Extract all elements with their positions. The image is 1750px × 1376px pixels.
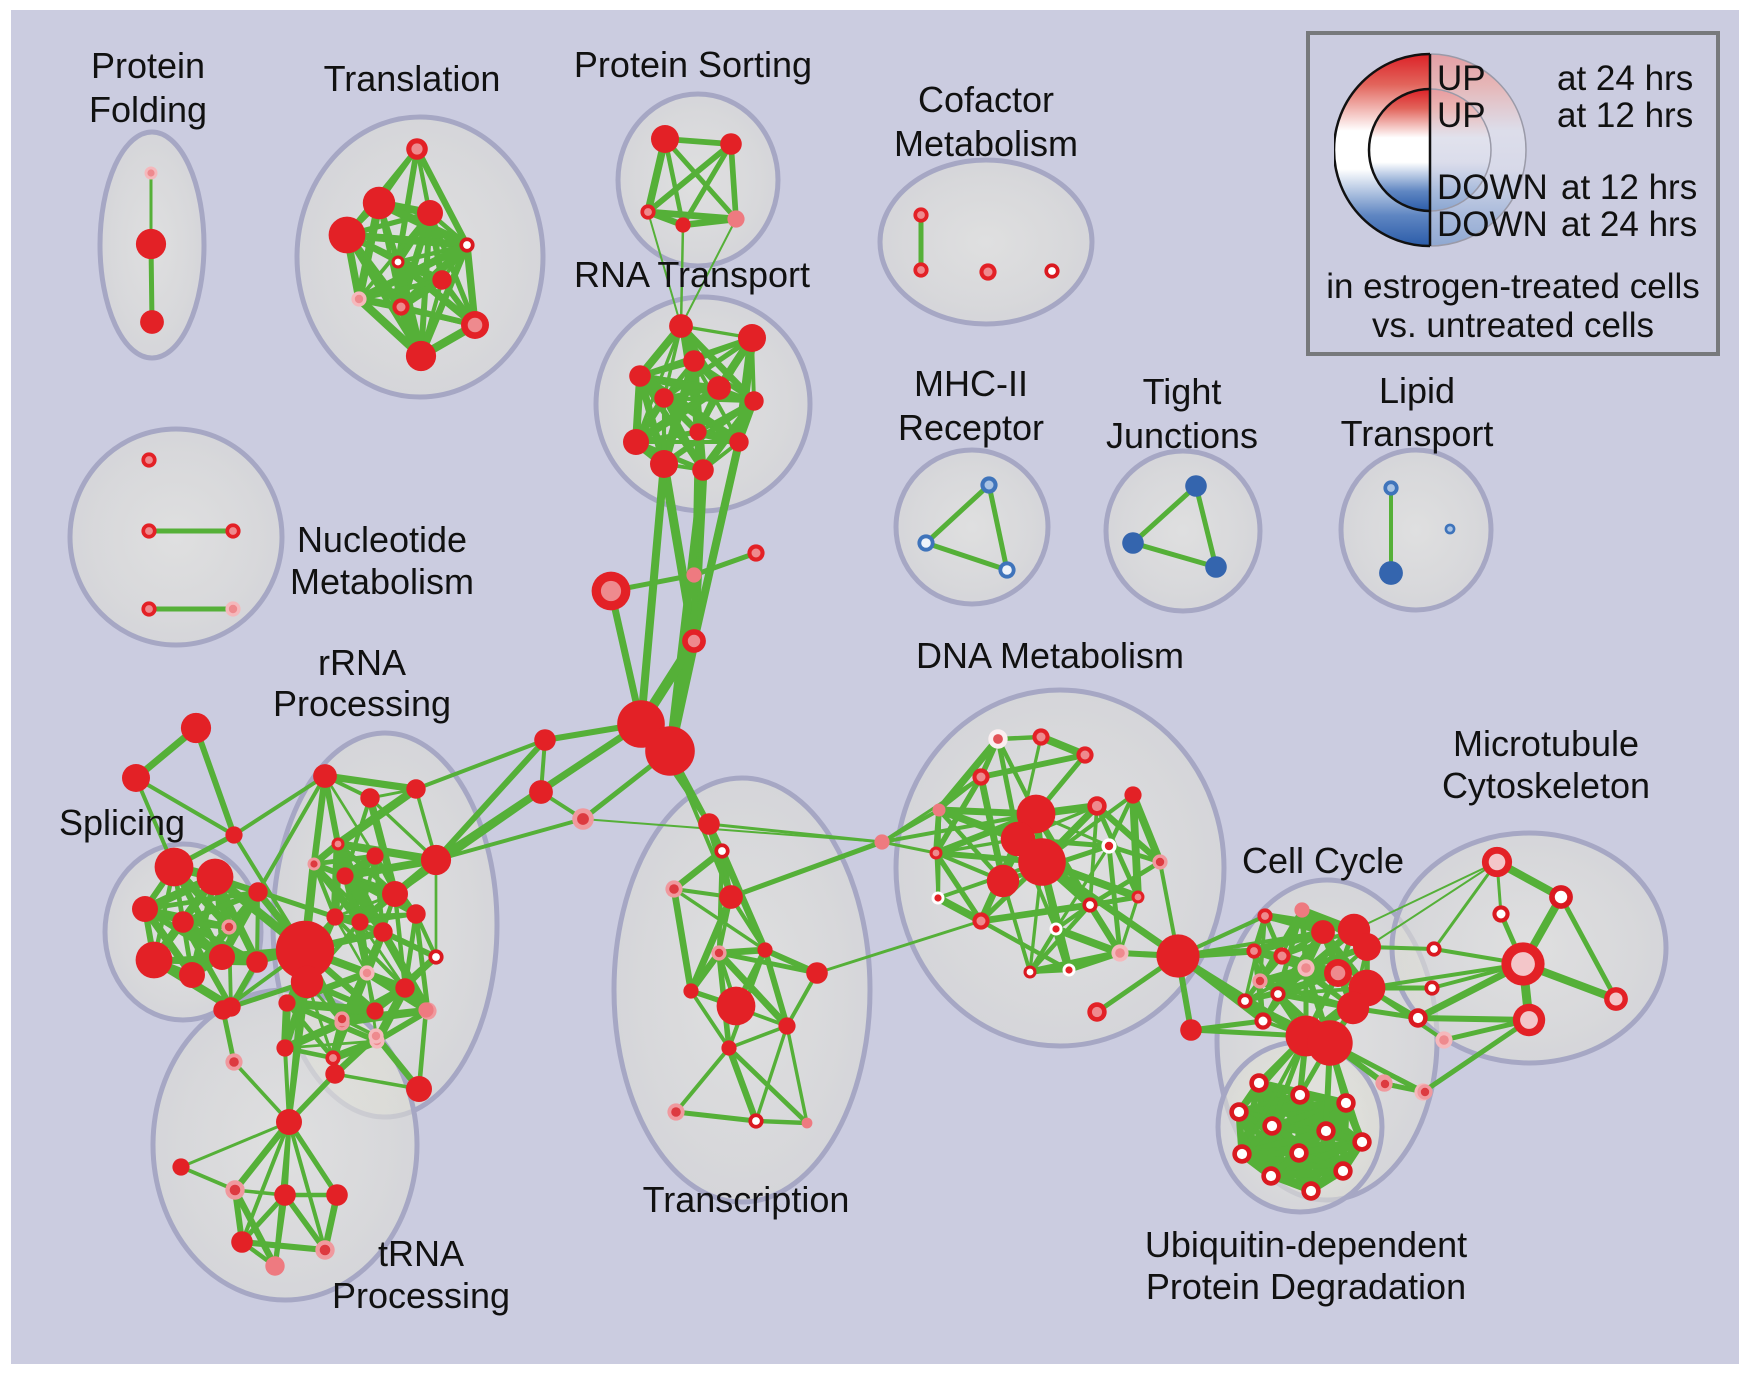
svg-text:Folding: Folding bbox=[89, 89, 207, 130]
svg-text:Cytoskeleton: Cytoskeleton bbox=[1442, 765, 1650, 806]
svg-text:at 12 hrs: at 12 hrs bbox=[1561, 168, 1697, 207]
svg-text:at 24 hrs: at 24 hrs bbox=[1561, 205, 1697, 244]
svg-text:Metabolism: Metabolism bbox=[894, 123, 1078, 164]
svg-text:Protein Degradation: Protein Degradation bbox=[1146, 1266, 1466, 1307]
svg-text:Tight: Tight bbox=[1143, 371, 1222, 412]
svg-text:Lipid: Lipid bbox=[1379, 370, 1455, 411]
svg-text:DOWN: DOWN bbox=[1437, 205, 1548, 244]
svg-text:at 24 hrs: at 24 hrs bbox=[1557, 59, 1693, 98]
svg-text:at 12 hrs: at 12 hrs bbox=[1557, 96, 1693, 135]
svg-text:vs. untreated cells: vs. untreated cells bbox=[1372, 306, 1654, 345]
svg-text:UP: UP bbox=[1437, 96, 1486, 135]
svg-text:RNA Transport: RNA Transport bbox=[574, 254, 810, 295]
svg-text:Transport: Transport bbox=[1341, 413, 1494, 454]
svg-text:Protein: Protein bbox=[91, 45, 205, 86]
svg-text:Protein Sorting: Protein Sorting bbox=[574, 44, 812, 85]
svg-text:Processing: Processing bbox=[332, 1275, 510, 1316]
svg-text:Receptor: Receptor bbox=[898, 407, 1044, 448]
svg-text:DOWN: DOWN bbox=[1437, 168, 1548, 207]
svg-text:Splicing: Splicing bbox=[59, 802, 185, 843]
svg-text:Junctions: Junctions bbox=[1106, 415, 1258, 456]
svg-text:MHC-II: MHC-II bbox=[914, 363, 1028, 404]
svg-text:Cell Cycle: Cell Cycle bbox=[1242, 840, 1404, 881]
svg-text:UP: UP bbox=[1437, 59, 1486, 98]
svg-text:rRNA: rRNA bbox=[318, 642, 406, 683]
svg-text:tRNA: tRNA bbox=[378, 1233, 464, 1274]
svg-text:Ubiquitin-dependent: Ubiquitin-dependent bbox=[1145, 1224, 1467, 1265]
svg-text:Nucleotide: Nucleotide bbox=[297, 519, 467, 560]
svg-text:DNA Metabolism: DNA Metabolism bbox=[916, 635, 1184, 676]
svg-text:Translation: Translation bbox=[324, 58, 501, 99]
svg-text:Processing: Processing bbox=[273, 683, 451, 724]
svg-text:in estrogen-treated cells: in estrogen-treated cells bbox=[1326, 267, 1700, 306]
svg-text:Cofactor: Cofactor bbox=[918, 79, 1054, 120]
svg-text:Transcription: Transcription bbox=[643, 1179, 850, 1220]
svg-text:Metabolism: Metabolism bbox=[290, 561, 474, 602]
svg-text:Microtubule: Microtubule bbox=[1453, 723, 1639, 764]
